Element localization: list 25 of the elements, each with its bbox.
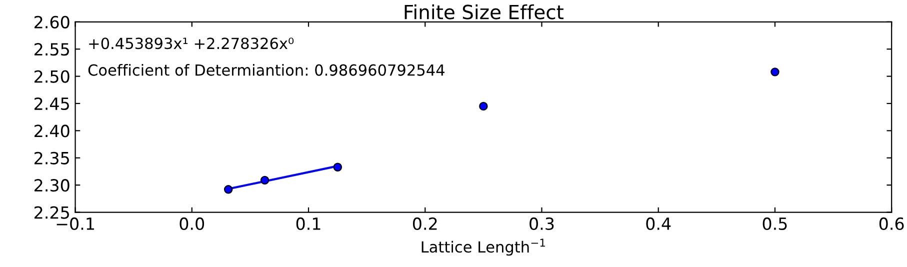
x-tick-label: 0.5 [762,217,787,230]
point [333,162,342,172]
x-tick-label: 0.2 [412,217,437,230]
x-tick-label: 0.6 [879,217,904,230]
point [224,185,233,194]
y-tick-label: 2.25 [34,206,69,219]
x-tick-label: 0.1 [296,217,320,230]
y-tick-label: 2.50 [34,70,70,83]
x-tick-label: −0.1 [56,217,94,230]
y-tick-label: 2.35 [34,152,69,164]
x-tick-label: 0.4 [646,217,671,230]
y-tick-label: 2.45 [34,97,69,110]
chart-title: Finite Size Effect [404,4,564,20]
y-tick-label: 2.40 [34,124,70,138]
y-tick-label: 2.60 [34,16,70,28]
annotation: Coefficient of Determiantion: 0.986960792544 [88,64,444,76]
point [770,68,780,76]
annotation: +0.453893x¹ +2.278326x⁰ [89,38,294,50]
x-tick-label: 0.0 [180,217,204,230]
y-tick-label: 2.55 [34,43,69,56]
point [479,102,488,111]
point [260,176,270,185]
x-tick-label: 0.3 [530,217,554,230]
y-tick-label: 2.30 [34,179,70,192]
x-axis-title: Lattice Length$^{−1}$ [422,238,545,256]
